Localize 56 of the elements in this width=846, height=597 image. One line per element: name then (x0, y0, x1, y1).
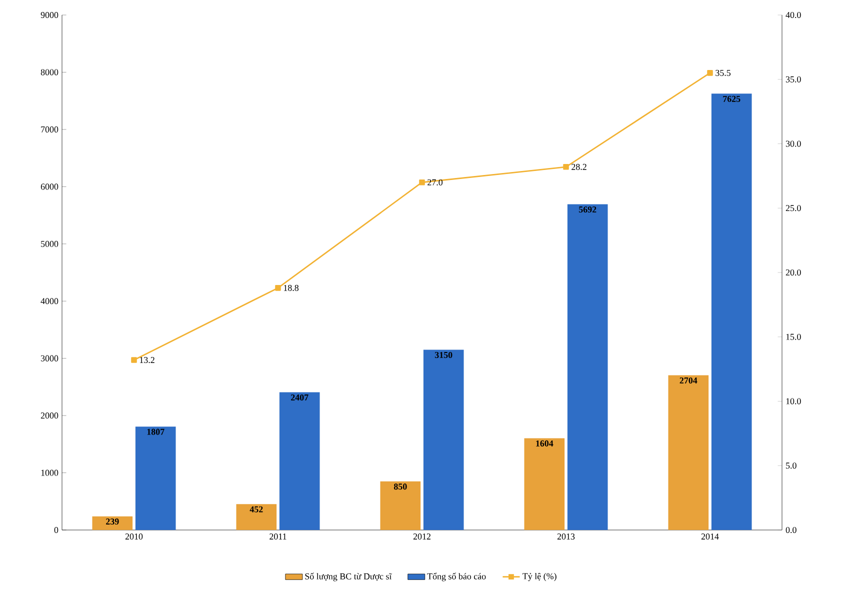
data-label: 3150 (434, 352, 452, 358)
x-tick-label: 2011 (270, 534, 286, 540)
data-label: 13.2 (140, 357, 154, 364)
y-tick-label: 2000 (40, 412, 58, 419)
bar (135, 426, 176, 530)
data-label: 2704 (680, 377, 698, 384)
y-tick-label: 9000 (40, 12, 58, 18)
y-tick-label: 6000 (40, 184, 58, 190)
y-tick-label: 0 (54, 526, 58, 534)
legend-label: Tỷ lệ (%) (522, 572, 556, 582)
bar (380, 481, 421, 530)
data-label: 18.8 (284, 284, 299, 291)
y-tick-label: 4000 (40, 298, 58, 304)
y2-tick-label: 15.0 (786, 334, 801, 340)
point (419, 179, 425, 186)
bar (711, 94, 752, 530)
y-tick-label: 5000 (41, 240, 58, 247)
bar (279, 392, 320, 530)
data-label: 1604 (536, 440, 554, 446)
x-tick-label: 2014 (701, 534, 719, 540)
y-tick-label: 8000 (40, 69, 58, 76)
data-label: 2407 (291, 394, 308, 401)
bar (423, 350, 464, 530)
data-label: 35.5 (716, 70, 731, 76)
data-label: 239 (106, 518, 119, 525)
data-label: 452 (250, 506, 263, 512)
bar (567, 204, 608, 530)
y2-tick-label: 20.0 (786, 269, 801, 276)
data-label: 5692 (578, 206, 596, 213)
bar (236, 504, 277, 530)
y2-tick-label: 0.0 (786, 526, 796, 534)
y2-tick-label: 25.0 (786, 205, 801, 212)
point (131, 357, 137, 363)
y2-tick-label: 30.0 (786, 140, 801, 147)
y2-tick-label: 35.0 (786, 76, 801, 82)
bar (524, 438, 565, 530)
x-tick-label: 2010 (125, 534, 143, 540)
x-tick-label: 2012 (413, 534, 430, 540)
x-tick-label: 2013 (557, 534, 575, 540)
y2-tick-label: 10.0 (786, 398, 801, 404)
y-tick-label: 1000 (41, 470, 58, 476)
data-label: 7625 (723, 96, 740, 102)
y-tick-label: 7000 (41, 126, 58, 132)
point (563, 164, 569, 170)
y-tick-label: 3000 (40, 355, 58, 362)
data-label: 850 (394, 484, 407, 490)
bar (92, 516, 133, 530)
legend-label: Tổng số báo cáo (427, 572, 486, 582)
point (275, 285, 281, 291)
point (707, 70, 713, 76)
bar (668, 375, 709, 530)
y2-tick-label: 40.0 (786, 12, 801, 18)
legend-label: Số lượng BC từ Dược sĩ (305, 572, 392, 582)
data-label: 28.2 (572, 164, 586, 170)
data-label: 1807 (147, 428, 164, 435)
y2-tick-label: 5.0 (786, 462, 796, 469)
